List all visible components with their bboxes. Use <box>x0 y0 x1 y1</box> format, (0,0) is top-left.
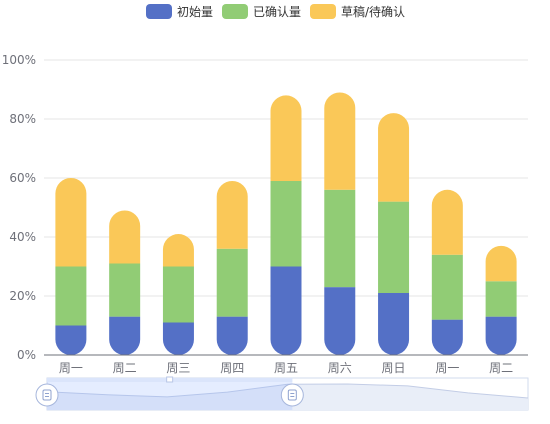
bar-2-8[interactable] <box>431 254 463 320</box>
y-tick-label: 20% <box>9 289 36 303</box>
bar-2-1[interactable] <box>55 266 87 326</box>
legend-swatch <box>310 4 336 19</box>
y-tick-label: 80% <box>9 112 36 126</box>
bar-2-7[interactable] <box>378 201 410 294</box>
legend-label: 草稿/待确认 <box>341 4 405 19</box>
zoom-handle-circle[interactable] <box>280 383 304 407</box>
bar-3-5[interactable] <box>270 95 302 181</box>
zoom-handle-grip-icon <box>42 389 52 401</box>
data-zoom-slider[interactable] <box>35 376 529 411</box>
bar-3-3[interactable] <box>162 234 194 267</box>
legend-item-1[interactable]: 初始量 <box>146 4 213 19</box>
zoom-end-handle[interactable] <box>280 383 304 407</box>
bar-2-3[interactable] <box>162 266 194 323</box>
bar-1-3[interactable] <box>162 322 194 355</box>
bar-3-4[interactable] <box>216 180 248 249</box>
bar-3-7[interactable] <box>378 113 410 202</box>
bar-2-2[interactable] <box>109 263 141 317</box>
y-tick-label: 100% <box>2 53 36 67</box>
bar-1-4[interactable] <box>216 316 248 355</box>
bar-2-5[interactable] <box>270 180 302 267</box>
x-tick-label: 周二 <box>489 361 513 375</box>
zoom-handle-circle[interactable] <box>35 383 59 407</box>
zoom-preview-line <box>46 383 529 399</box>
x-tick-label: 周二 <box>113 361 137 375</box>
x-tick-label: 周五 <box>274 361 298 375</box>
bar-1-6[interactable] <box>324 287 356 355</box>
zoom-start-handle[interactable] <box>35 383 59 407</box>
bar-1-9[interactable] <box>485 316 517 355</box>
legend-item-2[interactable]: 已确认量 <box>222 4 301 19</box>
y-tick-label: 60% <box>9 171 36 185</box>
y-tick-label: 0% <box>17 348 36 362</box>
legend-label: 已确认量 <box>253 5 301 19</box>
y-axis: 0% 20% 40% 60% 80% 100% <box>2 53 36 362</box>
x-tick-label: 周日 <box>382 361 406 375</box>
y-tick-label: 40% <box>9 230 36 244</box>
zoom-selected-range[interactable] <box>47 378 293 410</box>
legend-label: 初始量 <box>177 5 213 19</box>
bar-2-6[interactable] <box>324 189 356 288</box>
bar-3-8[interactable] <box>431 189 463 255</box>
x-tick-label: 周一 <box>435 361 459 375</box>
bars[interactable] <box>55 92 517 356</box>
bar-1-8[interactable] <box>431 319 463 355</box>
bar-3-6[interactable] <box>324 92 356 190</box>
bar-2-9[interactable] <box>485 281 517 317</box>
legend[interactable]: 初始量 已确认量 草稿/待确认 <box>146 4 405 19</box>
bar-1-1[interactable] <box>55 325 87 355</box>
bar-1-5[interactable] <box>270 266 302 356</box>
bar-3-9[interactable] <box>485 245 517 282</box>
bar-3-1[interactable] <box>55 178 87 267</box>
legend-swatch <box>222 4 248 19</box>
x-tick-label: 周六 <box>328 361 352 375</box>
zoom-move-handle[interactable] <box>166 376 174 383</box>
bar-1-7[interactable] <box>378 293 410 355</box>
legend-item-3[interactable]: 草稿/待确认 <box>310 4 405 19</box>
legend-swatch <box>146 4 172 19</box>
zoom-handle-grip-icon <box>287 389 297 401</box>
x-tick-label: 周三 <box>166 361 190 375</box>
x-tick-label: 周四 <box>220 361 244 375</box>
bar-1-2[interactable] <box>109 316 141 355</box>
x-axis: 周一 周二 周三 周四 周五 周六 周日 周一 周二 <box>44 354 528 375</box>
bar-3-2[interactable] <box>109 210 141 264</box>
x-tick-label: 周一 <box>59 361 83 375</box>
bar-2-4[interactable] <box>216 248 248 317</box>
